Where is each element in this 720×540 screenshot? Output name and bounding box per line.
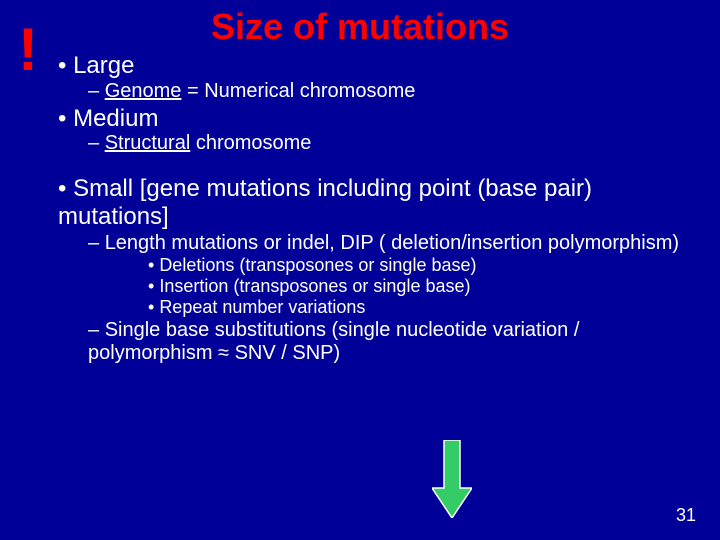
slide-title: Size of mutations (0, 0, 720, 50)
down-arrow-icon (432, 440, 472, 523)
underlined-text: Genome (105, 80, 182, 102)
text: chromosome (190, 132, 311, 154)
bullet-small-sub1-a: Deletions (transposones or single base) (148, 255, 700, 276)
bullet-small-sub2: Single base substitutions (single nucleo… (88, 319, 700, 365)
bullet-small-sub1-b: Insertion (transposones or single base) (148, 276, 700, 297)
bullet-medium-sub: Structural chromosome (88, 132, 700, 155)
bullet-large-sub: Genome = Numerical chromosome (88, 80, 700, 103)
exclamation-icon: ! (18, 20, 38, 80)
bullet-small: Small [gene mutations including point (b… (58, 175, 700, 230)
underlined-text: Structural (105, 132, 191, 154)
arrow-shape (432, 440, 472, 518)
bullet-large: Large (58, 52, 700, 80)
bullet-small-sub1: Length mutations or indel, DIP ( deletio… (88, 232, 700, 255)
bullet-medium: Medium (58, 105, 700, 133)
text: = Numerical chromosome (181, 80, 415, 102)
bullet-small-sub1-c: Repeat number variations (148, 297, 700, 318)
slide-content: Large Genome = Numerical chromosome Medi… (0, 52, 720, 365)
page-number: 31 (676, 505, 696, 526)
